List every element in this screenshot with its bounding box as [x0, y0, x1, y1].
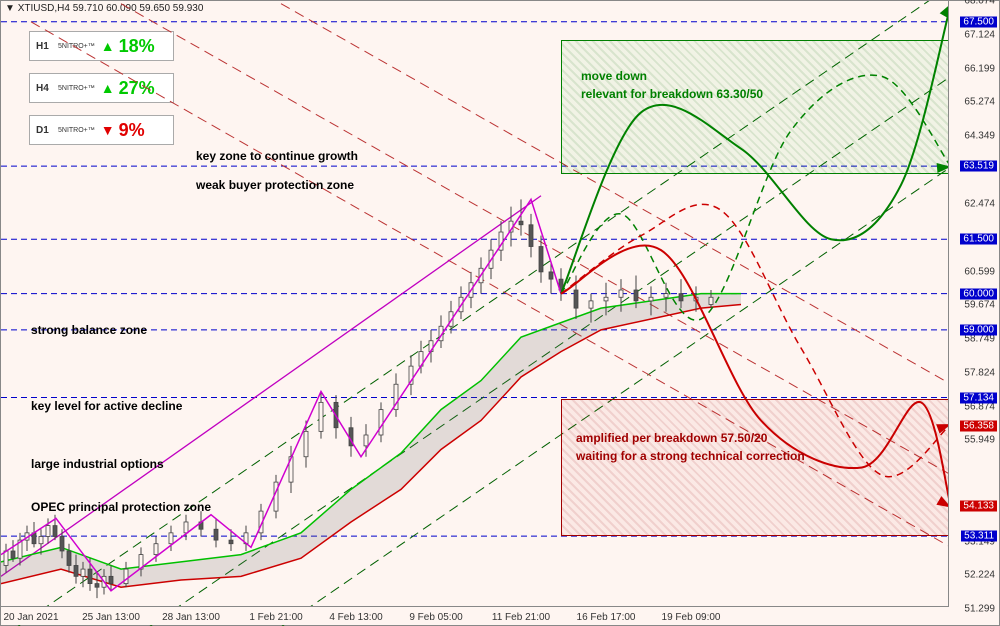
price-label: 61.500: [960, 234, 997, 245]
y-tick: 60.599: [964, 266, 995, 277]
price-label: 60.000: [960, 288, 997, 299]
annotation-label: key zone to continue growth: [196, 149, 358, 163]
annotation-label: large industrial options: [31, 457, 164, 471]
y-tick: 57.824: [964, 367, 995, 378]
y-tick: 51.299: [964, 604, 995, 615]
y-tick: 68.074: [964, 0, 995, 7]
y-tick: 55.949: [964, 435, 995, 446]
x-tick: 20 Jan 2021: [3, 612, 58, 623]
annotation-label: key level for active decline: [31, 399, 182, 413]
annotation-label: strong balance zone: [31, 323, 147, 337]
x-tick: 11 Feb 21:00: [492, 612, 550, 623]
scenario-text: waiting for a strong technical correctio…: [576, 449, 805, 463]
scenario-text: relevant for breakdown 63.30/50: [581, 87, 763, 101]
y-tick: 65.274: [964, 97, 995, 108]
annotation-label: OPEC principal protection zone: [31, 500, 211, 514]
y-tick: 67.124: [964, 30, 995, 41]
annotation-label: weak buyer protection zone: [196, 178, 354, 192]
price-label: 54.133: [960, 501, 997, 512]
y-tick: 56.874: [964, 401, 995, 412]
x-tick: 28 Jan 13:00: [162, 612, 220, 623]
scenario-green: [561, 40, 951, 174]
y-tick: 52.224: [964, 570, 995, 581]
y-tick: 64.349: [964, 131, 995, 142]
x-tick: 4 Feb 13:00: [329, 612, 382, 623]
x-tick: 25 Jan 13:00: [82, 612, 140, 623]
price-label: 59.000: [960, 324, 997, 335]
scenario-red: [561, 399, 951, 537]
y-tick: 59.674: [964, 300, 995, 311]
x-tick: 16 Feb 17:00: [577, 612, 636, 623]
price-label: 53.311: [961, 531, 997, 542]
price-label: 67.500: [960, 16, 997, 27]
scenario-text: amplified per breakdown 57.50/20: [576, 431, 767, 445]
y-axis: 51.29952.22453.14954.07455.94956.87457.8…: [948, 1, 999, 607]
price-label: 57.134: [960, 392, 997, 403]
y-tick: 62.474: [964, 198, 995, 209]
x-axis: 20 Jan 2021 25 Jan 13:00 28 Jan 13:00 1 Feb…: [1, 606, 949, 625]
price-label: 56.358: [960, 420, 997, 431]
price-label: 63.519: [960, 161, 997, 172]
scenario-text: move down: [581, 69, 647, 83]
x-tick: 19 Feb 09:00: [662, 612, 721, 623]
chart-root[interactable]: ▼ XTIUSD,H4 59.710 60.090 59.650 59.930 …: [0, 0, 1000, 626]
x-tick: 9 Feb 05:00: [409, 612, 462, 623]
x-tick: 1 Feb 21:00: [249, 612, 302, 623]
y-tick: 66.199: [964, 63, 995, 74]
